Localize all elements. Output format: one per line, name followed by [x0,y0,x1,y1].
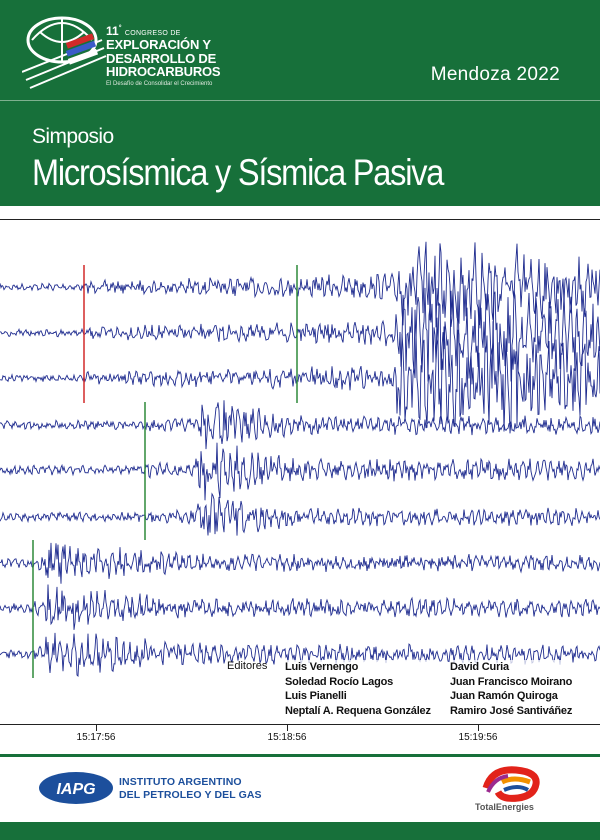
congress-globe-logo [22,16,107,89]
time-tick-label: 15:19:56 [458,732,498,743]
time-tick-label: 15:18:56 [267,732,307,743]
editor-name: Luis Vernengo [285,660,431,675]
seismic-trace [0,542,600,584]
seismic-trace [0,442,600,501]
editor-name: Soledad Rocío Lagos [285,674,431,689]
totalenergies-name: TotalEnergies [475,802,534,812]
congress-word: CONGRESO DE [124,30,181,37]
editors-list-right: David Curia Juan Francisco Moirano Juan … [450,660,572,718]
seismic-trace [0,321,600,434]
time-tick [287,725,288,731]
seismic-trace [0,241,600,328]
seismic-trace [0,400,600,450]
seismogram-illustration [0,241,600,678]
seismic-trace [0,492,600,536]
seismic-trace [0,584,600,630]
congress-title-line: EXPLORACIÓN Y [106,37,211,52]
cover-header: 11° CONGRESO DE EXPLORACIÓN Y DESARROLLO… [0,0,600,206]
footer-divider [0,754,600,757]
time-tick [478,725,479,731]
footer-band [0,822,600,840]
iapg-name-line: DEL PETROLEO Y DEL GAS [119,789,262,801]
congress-title: EXPLORACIÓN Y DESARROLLO DE HIDROCARBURO… [106,37,221,79]
editors-label: Editores [227,660,268,672]
editor-name: Luis Pianelli [285,689,431,704]
event-place-year: Mendoza 2022 [430,64,560,85]
time-tick-label: 15:17:56 [76,732,116,743]
iapg-name-line: INSTITUTO ARGENTINO [119,776,242,788]
iapg-name: INSTITUTO ARGENTINO DEL PETROLEO Y DEL G… [119,776,262,802]
time-axis-line [0,724,600,725]
seismic-trace [0,632,600,677]
congress-title-line: DESARROLLO DE [106,50,217,66]
congress-title-line: HIDROCARBUROS [106,64,221,79]
iapg-logo: IAPG [39,772,113,804]
editor-name: David Curia [450,660,573,675]
editor-name: Juan Ramón Quiroga [450,689,573,704]
totalenergies-logo [482,766,540,802]
symposium-label: Simposio [32,125,114,148]
editor-name: Ramiro José Santiváñez [450,703,573,718]
editor-name: Neptalí A. Requena González [285,703,431,718]
congress-tagline: El Desafío de Consolidar el Crecimiento [106,81,213,87]
editors-list-left: Luis Vernengo Soledad Rocío Lagos Luis P… [285,660,431,718]
congress-number: 11° CONGRESO DE [106,24,181,38]
time-tick [96,725,97,731]
header-divider [0,100,600,101]
editor-name: Juan Francisco Moirano [450,674,573,689]
seismogram-top-rule [0,219,600,220]
symposium-title: Microsísmica y Sísmica Pasiva [32,152,444,193]
iapg-logo-text: IAPG [56,781,95,798]
seismic-trace [0,287,600,382]
